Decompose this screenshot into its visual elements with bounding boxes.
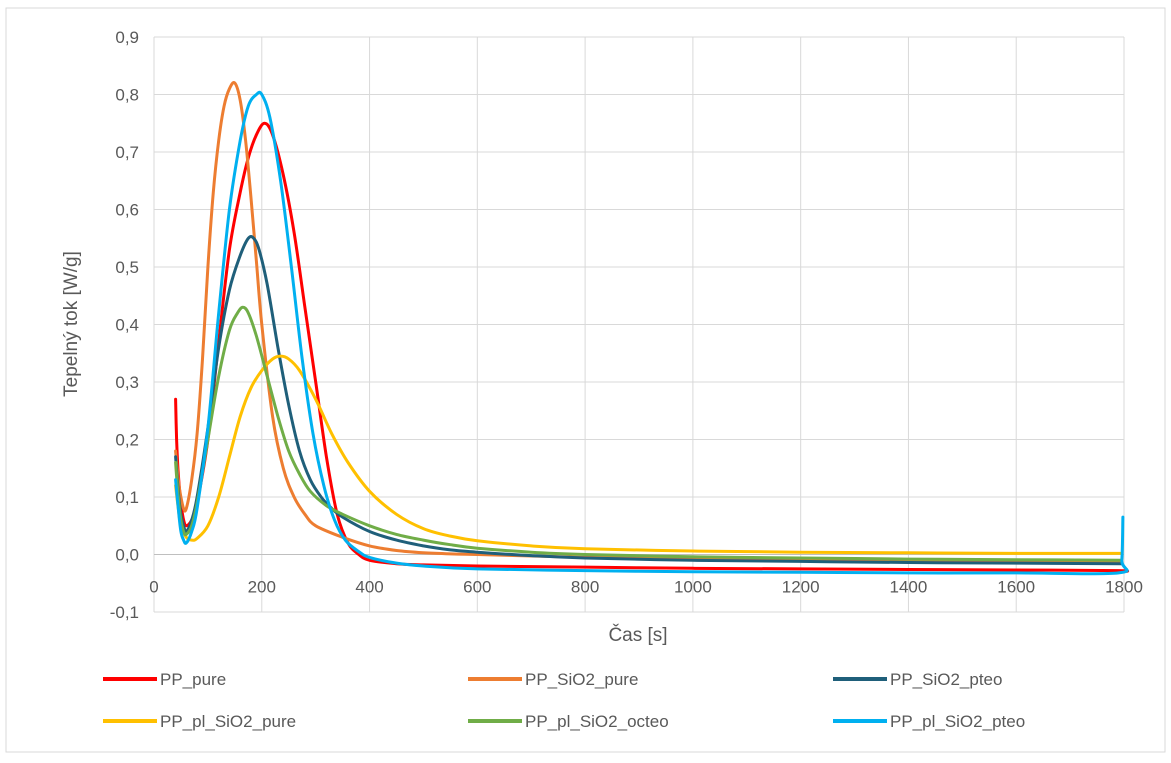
grid-layer bbox=[153, 36, 1125, 613]
x-tick-label: 400 bbox=[355, 578, 383, 597]
legend-item: PP_SiO2_pure bbox=[468, 670, 638, 689]
legend-label: PP_pure bbox=[160, 670, 226, 689]
series-line-pp-pl-sio2-pure bbox=[174, 354, 1123, 555]
legend-label: PP_pl_SiO2_octeo bbox=[525, 712, 669, 731]
y-tick-label: 0,5 bbox=[115, 258, 139, 277]
x-tick-label: 1400 bbox=[890, 578, 928, 597]
x-tick-label: 200 bbox=[248, 578, 276, 597]
x-tick-label: 1800 bbox=[1105, 578, 1143, 597]
y-tick-label: 0,3 bbox=[115, 373, 139, 392]
y-tick-label: 0,0 bbox=[115, 546, 139, 565]
y-tick-label: 0,6 bbox=[115, 201, 139, 220]
y-tick-label: 0,8 bbox=[115, 86, 139, 105]
legend-label: PP_SiO2_pteo bbox=[890, 670, 1002, 689]
y-tick-label: -0,1 bbox=[110, 603, 139, 622]
legend-item: PP_pure bbox=[103, 670, 226, 689]
x-axis-title: Čas [s] bbox=[608, 624, 667, 646]
y-tick-label: 0,1 bbox=[115, 488, 139, 507]
x-tick-label: 1200 bbox=[782, 578, 820, 597]
y-tick-label: 0,7 bbox=[115, 143, 139, 162]
legend: PP_pure PP_SiO2_pure PP_SiO2_pteo PP_pl_SiO… bbox=[103, 670, 1025, 731]
legend-item: PP_SiO2_pteo bbox=[833, 670, 1002, 689]
x-tick-label: 800 bbox=[571, 578, 599, 597]
legend-label: PP_pl_SiO2_pure bbox=[160, 712, 296, 731]
legend-item: PP_pl_SiO2_pteo bbox=[833, 712, 1025, 731]
y-axis-title: Tepelný tok [W/g] bbox=[61, 251, 82, 397]
x-tick-label: 600 bbox=[463, 578, 491, 597]
legend-label: PP_SiO2_pure bbox=[525, 670, 638, 689]
y-tick-label: 0,2 bbox=[115, 431, 139, 450]
x-tick-label: 1000 bbox=[674, 578, 712, 597]
legend-item: PP_pl_SiO2_octeo bbox=[468, 712, 669, 731]
y-tick-label: 0,9 bbox=[115, 28, 139, 47]
series-layer bbox=[174, 81, 1130, 576]
y-tick-label: 0,4 bbox=[115, 316, 139, 335]
x-axis-ticks: 0 200 400 600 800 1000 1200 1400 1600 1800 bbox=[149, 578, 1143, 597]
legend-item: PP_pl_SiO2_pure bbox=[103, 712, 296, 731]
y-axis-ticks: -0,1 0,0 0,1 0,2 0,3 0,4 0,5 0,6 0,7 0,8 0,9 bbox=[110, 28, 139, 622]
x-tick-label: 1600 bbox=[997, 578, 1035, 597]
legend-label: PP_pl_SiO2_pteo bbox=[890, 712, 1025, 731]
series-line-pp-pl-sio2-pteo bbox=[174, 90, 1129, 576]
x-tick-label: 0 bbox=[149, 578, 158, 597]
